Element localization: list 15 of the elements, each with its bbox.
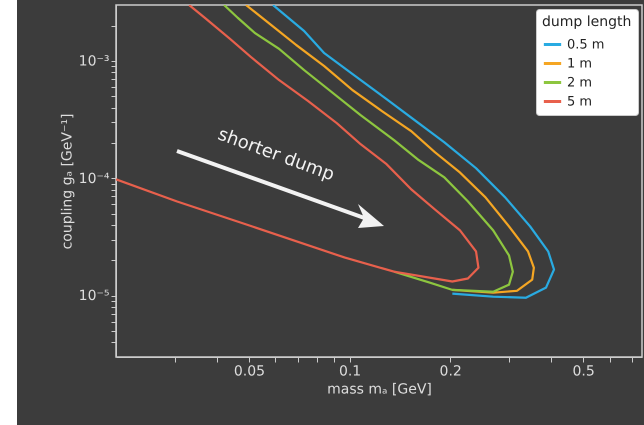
legend-label: 1 m [567, 56, 592, 72]
legend-label: 2 m [567, 76, 592, 90]
legend-label: 5 m [567, 94, 592, 110]
annotation: shorter dump [215, 124, 338, 186]
x-tick-label: 0.2 [440, 364, 462, 380]
x-tick-label: 0.5 [572, 364, 595, 380]
y-tick-label: 10⁻⁵ [78, 288, 110, 304]
y-tick-label: 10⁻⁴ [78, 170, 110, 187]
legend-title: dump length [542, 14, 632, 30]
x-tick-label: 0.05 [234, 364, 266, 380]
x-tick-label: 0.1 [338, 364, 362, 380]
y-tick-label: 10⁻³ [78, 53, 110, 70]
y-axis-title: coupling gₐ [GeV⁻¹] [60, 114, 76, 250]
legend-label: 0.5 m [567, 38, 604, 52]
x-axis-title: mass mₐ [GeV] [327, 382, 432, 398]
